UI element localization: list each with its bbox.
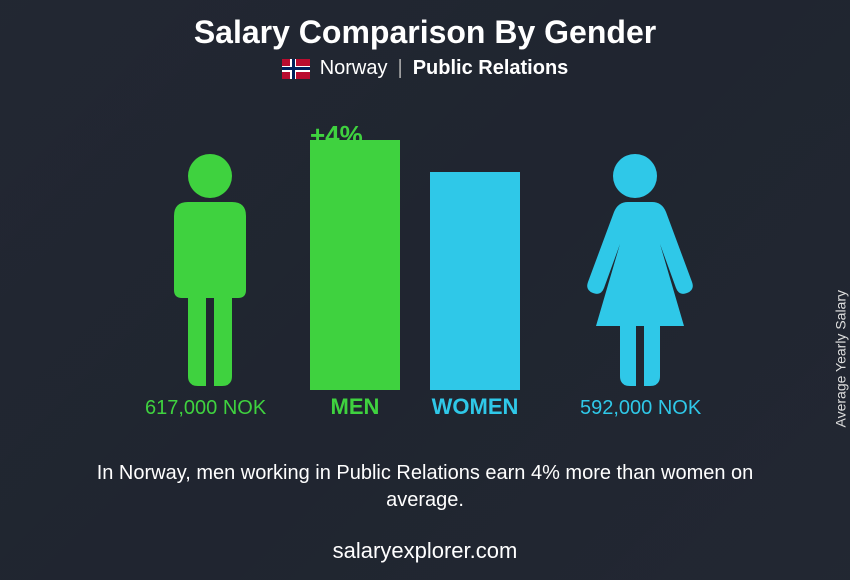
chart-area: +4% 617,000 NOK MEN WOMEN 592,000 NOK	[0, 90, 850, 450]
men-salary-label: 617,000 NOK	[145, 397, 266, 420]
female-person-icon	[570, 150, 700, 390]
footer-brand: salaryexplorer.com	[0, 538, 850, 564]
men-bar	[310, 140, 400, 390]
country-label: Norway	[320, 57, 388, 80]
page-title: Salary Comparison By Gender	[0, 0, 850, 51]
women-bar-label: WOMEN	[430, 394, 520, 420]
subtitle: Norway | Public Relations	[0, 57, 850, 80]
men-bar-label: MEN	[310, 394, 400, 420]
y-axis-label: Average Yearly Salary	[832, 290, 848, 428]
male-person-icon	[150, 150, 270, 390]
women-salary-label: 592,000 NOK	[580, 397, 701, 420]
caption-text: In Norway, men working in Public Relatio…	[0, 460, 850, 514]
separator: |	[398, 57, 403, 80]
field-label: Public Relations	[413, 57, 569, 80]
norway-flag-icon	[282, 59, 310, 79]
women-bar	[430, 172, 520, 390]
